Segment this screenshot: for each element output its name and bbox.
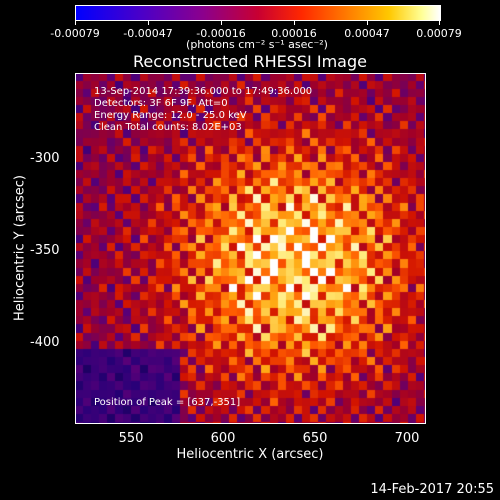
x-tick-label: 550 xyxy=(118,431,144,446)
peak-position-label: Position of Peak = [637,-351] xyxy=(94,397,241,408)
colorbar xyxy=(75,5,441,21)
annotation-detectors: Detectors: 3F 6F 9F, Att=0 xyxy=(94,98,228,109)
colorbar-tick xyxy=(148,20,149,25)
y-tick-label: -350 xyxy=(30,243,60,258)
timestamp: 14-Feb-2017 20:55 xyxy=(370,482,494,497)
colorbar-tick xyxy=(367,20,368,25)
colorbar-tick xyxy=(75,20,76,25)
y-axis-label: Heliocentric Y (arcsec) xyxy=(12,175,28,321)
x-axis-label: Heliocentric X (arcsec) xyxy=(176,447,324,462)
chart-title: Reconstructed RHESSI Image xyxy=(133,52,367,71)
colorbar-tick-label: -0.00079 xyxy=(50,27,100,40)
colorbar-tick xyxy=(439,20,440,25)
annotation-energy-range: Energy Range: 12.0 - 25.0 keV xyxy=(94,110,247,121)
colorbar-tick-label: 0.00016 xyxy=(271,27,317,40)
x-tick-label: 600 xyxy=(210,431,236,446)
colorbar-tick-label: -0.00047 xyxy=(123,27,173,40)
colorbar-unit: (photons cm⁻² s⁻¹ asec⁻²) xyxy=(186,38,328,51)
colorbar-tick xyxy=(294,20,295,25)
x-tick-label: 700 xyxy=(394,431,420,446)
colorbar-tick xyxy=(221,20,222,25)
x-tick-label: 650 xyxy=(302,431,328,446)
colorbar-tick-label: 0.00079 xyxy=(416,27,462,40)
colorbar-tick-label: -0.00016 xyxy=(196,27,246,40)
heatmap-image xyxy=(75,73,426,424)
y-tick-label: -400 xyxy=(30,335,60,350)
annotation-time-range: 13-Sep-2014 17:39:36.000 to 17:49:36.000 xyxy=(94,86,313,97)
y-tick-label: -300 xyxy=(30,151,60,166)
colorbar-tick-label: 0.00047 xyxy=(344,27,390,40)
annotation-counts: Clean Total counts: 8.02E+03 xyxy=(94,122,242,133)
